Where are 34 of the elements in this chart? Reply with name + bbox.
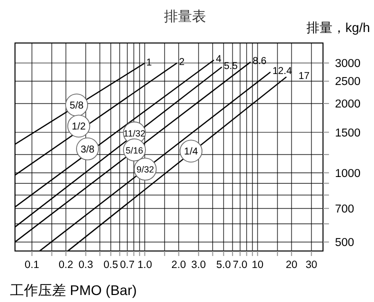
y-tick-label: 1500 [335,127,361,140]
series-label: 2 [178,57,185,68]
annotation: 5/8 [70,100,84,112]
x-tick-label: 0.7 [120,259,135,271]
x-tick-label: 0.1 [24,259,40,271]
x-tick-label: 30 [306,259,318,271]
x-tick-label: 2.0 [171,259,186,271]
annotation: 3/8 [80,144,95,156]
y-tick-label: 500 [335,237,354,250]
y-tick-label: 1000 [335,168,361,180]
x-tick-label: 0.2 [58,259,74,271]
y-tick-label: 2500 [335,76,361,88]
x-tick-label: 1.0 [137,259,152,271]
annotation: 9/32 [136,164,154,175]
annotation: 1/2 [72,122,86,133]
series-label: 4 [216,54,222,66]
annotation: 5/16 [126,145,144,156]
annotation: 11/32 [123,128,146,138]
x-tick-label: 3.0 [191,259,206,271]
y-tick-label: 700 [335,203,354,216]
series-label: 17 [298,70,310,82]
chart-title: 排量表 [164,8,206,24]
x-tick-label: 0.5 [103,259,118,271]
x-tick-label: 7.0 [232,259,248,271]
x-tick-label: 20 [286,259,298,271]
y-tick-label: 3000 [335,58,361,70]
x-tick-label: 0.3 [78,259,94,271]
y-axis-title: 排量，kg/h [306,20,370,35]
x-tick-label: 10 [252,259,264,271]
series-label: 1 [146,57,152,68]
x-axis-title: 工作压差 PMO (Bar) [10,282,137,298]
x-tick-label: 5.0 [216,259,232,271]
annotation: 1/4 [184,146,198,158]
y-tick-label: 2000 [335,98,361,111]
